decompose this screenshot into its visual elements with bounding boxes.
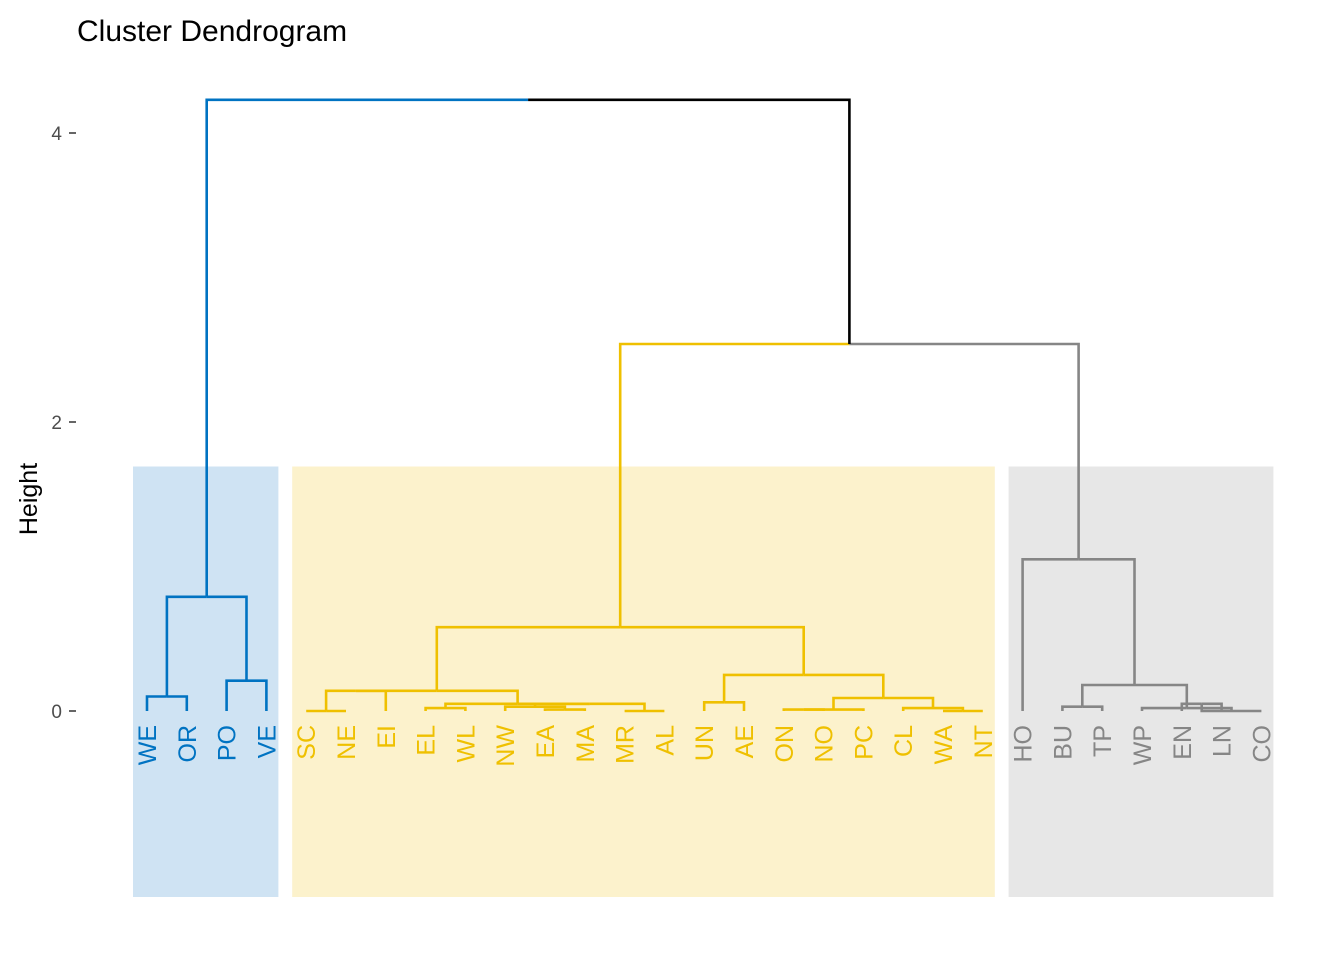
branch-m22-left [1200, 703, 1232, 713]
leaf-label-el: EL [413, 725, 441, 756]
branch-m13-right [724, 701, 746, 711]
leaf-label-ma: MA [572, 725, 600, 763]
y-axis: 0 2 4 [51, 124, 76, 723]
leaf-label-ea: EA [532, 725, 560, 759]
cluster-rect-3 [1008, 466, 1274, 897]
leaf-label-cl: CL [890, 725, 918, 757]
branch-m1-right [166, 695, 189, 711]
branch-m18-right [883, 696, 935, 709]
branch-m28-right [528, 98, 851, 344]
leaf-label-ne: NE [333, 725, 361, 760]
branch-m8-right [535, 705, 567, 710]
branch-m7-right [564, 708, 587, 711]
leaf-label-or: OR [174, 725, 202, 763]
branch-m11-left [444, 702, 518, 709]
leaf-label-wa: WA [930, 725, 958, 765]
branch-m25-right [1134, 683, 1189, 709]
branch-m13-left [702, 701, 725, 711]
branch-m1-left [145, 695, 167, 711]
branch-m20-left [435, 625, 621, 691]
branch-m26-right [1078, 558, 1136, 685]
branch-m17-right [933, 706, 965, 711]
branch-m6-left [424, 706, 446, 711]
branch-m26-left [1021, 558, 1079, 711]
leaf-labels: WE OR PO VE SC NE EI EL WL NW EA MA MR AL UN AE ON NO PC CL… [134, 725, 1276, 767]
branch-m24-right [1082, 705, 1104, 711]
leaf-label-ln: LN [1209, 725, 1237, 757]
leaf-label-mr: MR [612, 725, 640, 764]
leaf-label-ve: VE [253, 725, 281, 758]
leaf-label-ei: EI [373, 725, 401, 749]
branch-m10-right [589, 702, 646, 711]
leaf-label-ho: HO [1010, 725, 1038, 763]
branch-m27-left [618, 342, 850, 628]
leaf-label-wl: WL [452, 725, 480, 763]
branch-m3-right [206, 595, 248, 681]
leaf-label-nw: NW [492, 725, 520, 767]
branch-m7-left [543, 708, 565, 711]
leaf-label-bu: BU [1049, 725, 1077, 760]
chart-title: Cluster Dendrogram [77, 15, 347, 48]
leaf-label-we: WE [134, 725, 162, 765]
branch-m18-left [832, 696, 884, 710]
leaf-label-wp: WP [1129, 725, 1157, 765]
branch-m2-left [225, 679, 247, 711]
branch-m19-left [722, 673, 804, 703]
branch-m2-right [246, 679, 268, 711]
leaf-label-co: CO [1248, 725, 1276, 763]
cluster-rects [133, 466, 1274, 897]
branch-m27-right [849, 342, 1080, 560]
branch-m6-right [445, 706, 467, 711]
branch-m8-left [503, 705, 535, 711]
leaf-label-en: EN [1169, 725, 1197, 760]
leaf-label-nt: NT [970, 725, 998, 758]
branch-m15-right [833, 708, 865, 711]
leaf-label-un: UN [691, 725, 719, 761]
leaf-label-tp: TP [1089, 725, 1117, 757]
y-tick-label-4: 4 [51, 124, 62, 145]
branch-m17-left [901, 706, 933, 711]
leaf-label-on: ON [771, 725, 799, 763]
y-tick-label-2: 2 [51, 413, 62, 434]
branch-m14-left [782, 708, 804, 711]
y-axis-label: Height [15, 463, 43, 535]
branch-m5-left [324, 689, 356, 711]
branch-m24-left [1061, 705, 1083, 711]
branches [145, 98, 1262, 713]
branch-m3-left [165, 595, 207, 697]
y-tick-label-0: 0 [51, 702, 62, 723]
cluster-rect-2 [292, 466, 995, 897]
branch-m12-right [436, 689, 519, 704]
branch-m23-left [1140, 706, 1187, 711]
branch-m19-right [803, 673, 885, 698]
branch-m25-left [1081, 683, 1135, 707]
branch-m23-right [1186, 706, 1233, 711]
leaf-label-no: NO [811, 725, 839, 763]
branch-m20-right [620, 625, 805, 675]
leaf-label-al: AL [651, 725, 679, 756]
leaf-label-po: PO [214, 725, 242, 761]
leaf-label-ae: AE [731, 725, 759, 758]
leaf-label-pc: PC [850, 725, 878, 760]
branch-m28-left [205, 98, 529, 597]
leaf-label-sc: SC [293, 725, 321, 760]
